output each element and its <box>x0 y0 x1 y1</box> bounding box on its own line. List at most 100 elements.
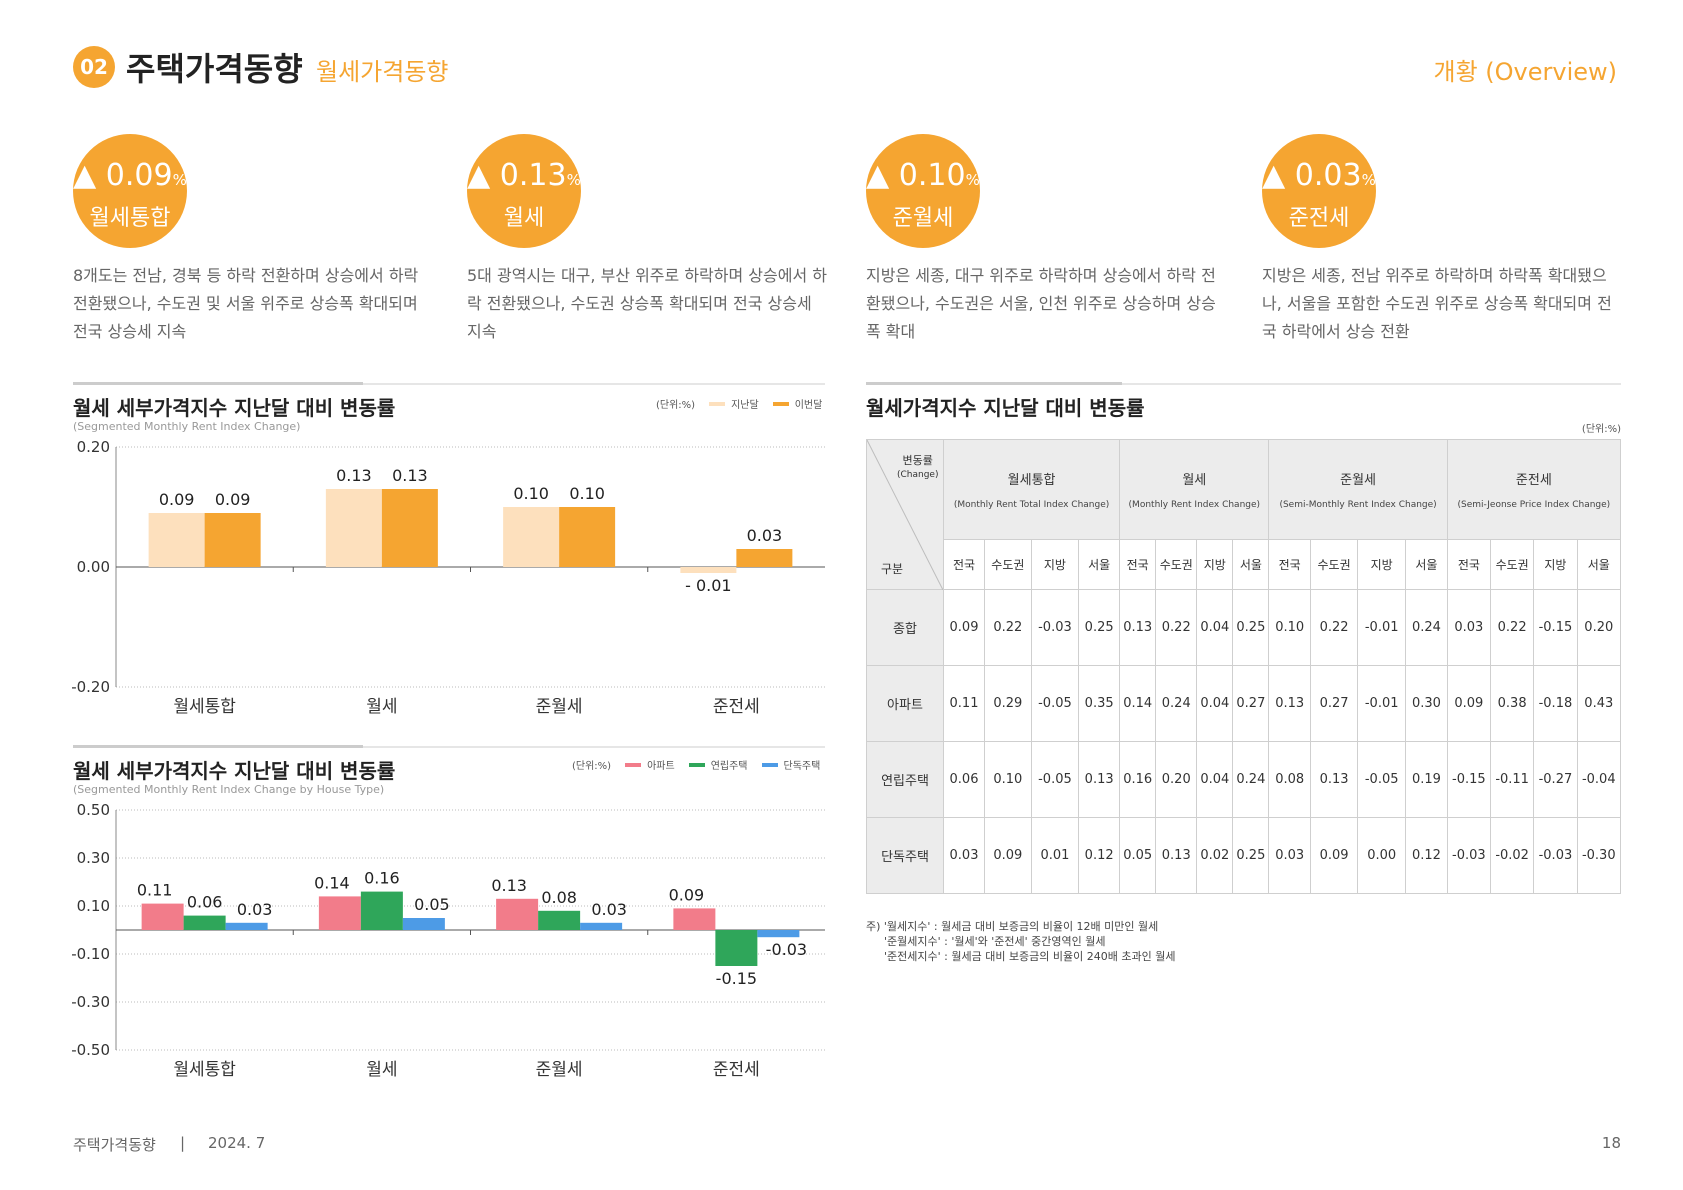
table-cell: 0.09 <box>943 589 985 666</box>
corner-diagonal <box>867 440 943 590</box>
corner-top-label: 변동률 <box>902 454 933 467</box>
table-cell: 0.09 <box>1309 817 1359 894</box>
data-label: 0.13 <box>392 466 428 485</box>
table-cell: -0.01 <box>1357 665 1407 742</box>
group-en: (Monthly Rent Index Change) <box>1128 500 1261 510</box>
page-subtitle: 월세가격동향 <box>316 58 449 86</box>
bar-아파트 <box>496 898 539 930</box>
bar-단독주택 <box>580 922 623 930</box>
y-tick-label: -0.20 <box>71 678 110 696</box>
subcol-header: 지방 <box>1196 539 1234 590</box>
subcol-header: 전국 <box>1268 539 1311 590</box>
data-label: -0.03 <box>766 940 807 959</box>
summary-description: 지방은 세종, 전남 위주로 하락하며 하락폭 확대됐으나, 서울을 포함한 수… <box>1262 266 1612 341</box>
table-cell: 0.08 <box>1268 741 1311 818</box>
summary-description: 지방은 세종, 대구 위주로 하락하며 상승에서 하락 전환됐으나, 수도권은 … <box>866 266 1216 341</box>
subcol-header: 지방 <box>1030 539 1080 590</box>
table-cell: 0.24 <box>1232 741 1270 818</box>
table-cell: 0.04 <box>1196 665 1234 742</box>
table-notes: 주) '월세지수' : 월세금 대비 보증금의 비율이 12배 미만인 월세 '준… <box>866 919 1175 964</box>
table-cell: -0.05 <box>1030 741 1080 818</box>
table-row: 종합 0.09 0.22 -0.03 0.25 0.13 0.22 0.04 0.25 0.10 0… <box>866 589 1622 666</box>
table-cell: -0.05 <box>1030 665 1080 742</box>
page-title: 주택가격동향 <box>126 50 303 88</box>
table-cell: -0.03 <box>1533 817 1578 894</box>
table-cell: 0.00 <box>1357 817 1407 894</box>
subcol-header: 지방 <box>1357 539 1407 590</box>
footer-date: 2024. 7 <box>208 1134 266 1152</box>
data-label: 0.06 <box>187 893 223 912</box>
data-label: 0.09 <box>159 490 195 509</box>
table-cell: 0.27 <box>1232 665 1270 742</box>
subcol-header: 수도권 <box>1309 539 1359 590</box>
bar-연립주택 <box>715 930 758 966</box>
corner-top-en: (Change) <box>897 470 939 480</box>
table-corner-cell: 변동률 (Change) 구분 <box>866 439 944 590</box>
subcol-header: 서울 <box>1078 539 1121 590</box>
table-cell: 0.25 <box>1232 817 1270 894</box>
summary-value: 0.10 <box>898 158 966 193</box>
chart2-divider <box>73 746 825 748</box>
group-name: 월세 <box>1182 473 1207 488</box>
group-header: 준월세 (Semi-Monthly Rent Index Change) <box>1268 439 1448 540</box>
table-cell: -0.27 <box>1533 741 1578 818</box>
table-cell: 0.30 <box>1405 665 1448 742</box>
data-label: 0.08 <box>541 888 577 907</box>
table-cell: 0.13 <box>1309 741 1359 818</box>
summary-label: 준전세 <box>1288 206 1350 231</box>
table-cell: -0.15 <box>1446 741 1492 818</box>
data-label: 0.09 <box>669 885 705 904</box>
subcol-header: 수도권 <box>1155 539 1198 590</box>
y-tick-label: -0.30 <box>71 993 110 1011</box>
data-label: -0.15 <box>716 969 757 988</box>
table-note: 주) '월세지수' : 월세금 대비 보증금의 비율이 12배 미만인 월세 <box>866 920 1159 933</box>
subcol-header: 서울 <box>1232 539 1270 590</box>
section-number-badge: 02 <box>73 46 115 88</box>
table-cell: 0.24 <box>1155 665 1198 742</box>
table-cell: 0.22 <box>1489 589 1535 666</box>
subcol-header: 수도권 <box>1489 539 1535 590</box>
bar-이번달 <box>381 489 438 567</box>
x-tick-label: 월세통합 <box>173 697 236 717</box>
subcol-header: 전국 <box>1119 539 1157 590</box>
table-cell: 0.03 <box>1268 817 1311 894</box>
y-tick-label: 0.20 <box>77 438 110 456</box>
chart1-title: 월세 세부가격지수 지난달 대비 변동률 <box>73 396 396 420</box>
data-label: 0.03 <box>237 900 273 919</box>
y-tick-label: 0.50 <box>77 801 110 819</box>
legend-swatch-row <box>688 762 705 767</box>
summary-value: 0.09 <box>105 158 173 193</box>
table-cell: -0.18 <box>1533 665 1578 742</box>
group-name: 준전세 <box>1515 473 1552 488</box>
group-header: 월세통합 (Monthly Rent Total Index Change) <box>942 439 1121 540</box>
chart1-legend: (단위:%) 지난달 이번달 <box>656 396 822 411</box>
table-cell: 0.20 <box>1155 741 1198 818</box>
table-cell: 0.38 <box>1489 665 1535 742</box>
group-header: 월세 (Monthly Rent Index Change) <box>1119 439 1270 540</box>
table-title: 월세가격지수 지난달 대비 변동률 <box>866 396 1145 420</box>
table-row: 연립주택 0.06 0.10 -0.05 0.13 0.16 0.20 0.04 0.24 0.0… <box>866 741 1622 818</box>
y-tick-label: -0.10 <box>71 945 110 963</box>
bar-지난달 <box>325 489 382 567</box>
row-label: 아파트 <box>866 665 944 742</box>
data-label: 0.16 <box>364 869 400 888</box>
summary-circle: ▲ 0.10% 준월세 <box>866 134 980 248</box>
group-name: 준월세 <box>1340 473 1377 488</box>
table-cell: 0.09 <box>1446 665 1492 742</box>
legend-swatch-apt <box>625 762 642 767</box>
table-cell: 0.04 <box>1196 741 1234 818</box>
table-cell: -0.03 <box>1030 589 1080 666</box>
table-cell: 0.19 <box>1405 741 1448 818</box>
x-tick-label: 준전세 <box>713 697 760 717</box>
bar-아파트 <box>141 903 184 930</box>
table-cell: 0.10 <box>1268 589 1311 666</box>
summary-label: 월세통합 <box>89 206 171 231</box>
table-cell: 0.03 <box>1446 589 1492 666</box>
up-arrow-icon: ▲ <box>1262 158 1286 193</box>
summary-unit: % <box>566 171 581 189</box>
bar-아파트 <box>673 908 716 930</box>
bar-단독주택 <box>757 930 800 938</box>
table-note: '준월세지수' : '월세'와 '준전세' 중간영역인 월세 <box>884 935 1106 948</box>
y-tick-label: 0.30 <box>77 849 110 867</box>
summary-circle: ▲ 0.09% 월세통합 <box>73 134 187 248</box>
